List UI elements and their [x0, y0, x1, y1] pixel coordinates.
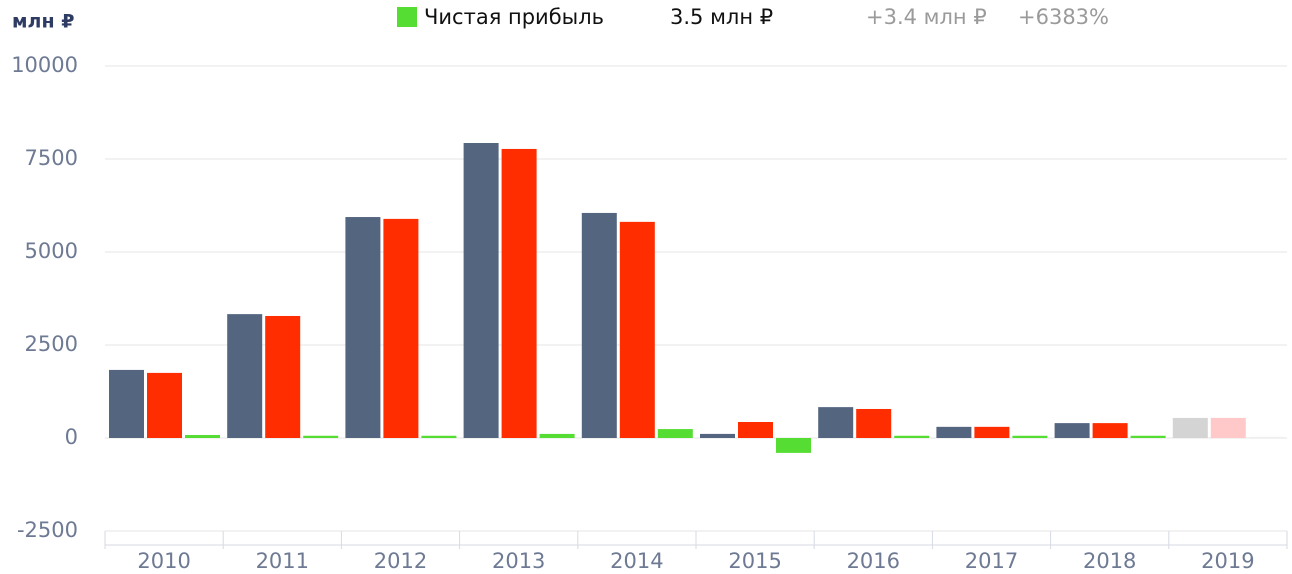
legend-label: Чистая прибыль [424, 5, 604, 29]
bar [539, 433, 575, 438]
bar [856, 408, 892, 438]
bar [421, 435, 457, 438]
bar [147, 372, 182, 438]
x-tick-label: 2015 [728, 549, 781, 573]
bar [738, 422, 773, 438]
x-tick-label: 2016 [847, 549, 900, 573]
bar [303, 435, 339, 438]
bar [345, 217, 381, 438]
bar [1130, 435, 1166, 438]
y-tick-label: 5000 [25, 239, 78, 263]
x-tick-label: 2019 [1201, 549, 1254, 573]
bar [185, 435, 220, 438]
x-tick-label: 2018 [1083, 549, 1136, 573]
bar [501, 148, 537, 438]
bar [936, 426, 972, 438]
bar [1210, 417, 1246, 438]
legend-value: 3.5 млн ₽ [670, 5, 773, 29]
bar [581, 212, 617, 438]
y-tick-label: 10000 [11, 53, 78, 77]
bar [1012, 435, 1048, 438]
bar [383, 218, 419, 438]
bar [974, 426, 1010, 438]
y-tick-label: -2500 [17, 518, 78, 542]
legend-swatch [397, 7, 417, 27]
x-tick-label: 2013 [492, 549, 545, 573]
bar [818, 407, 854, 438]
x-tick-label: 2011 [256, 549, 309, 573]
bar [1248, 436, 1284, 438]
x-tick-label: 2017 [965, 549, 1018, 573]
bar [619, 221, 655, 438]
legend-change-pct: +6383% [1018, 5, 1109, 29]
y-axis-label: млн ₽ [12, 11, 74, 33]
bar [776, 438, 811, 453]
y-tick-label: 0 [65, 425, 78, 449]
y-tick-label: 7500 [25, 146, 78, 170]
bar [1092, 423, 1128, 438]
x-tick-label: 2014 [610, 549, 663, 573]
bar [109, 369, 144, 438]
bar [894, 435, 930, 438]
bar [700, 433, 735, 438]
bar [227, 314, 263, 438]
bar [657, 429, 693, 438]
bar [1172, 417, 1208, 438]
bar [1054, 423, 1090, 438]
bar [463, 143, 499, 438]
legend-change: +3.4 млн ₽ [866, 5, 987, 29]
x-tick-label: 2012 [374, 549, 427, 573]
bar [265, 315, 301, 438]
y-tick-label: 2500 [25, 332, 78, 356]
x-tick-label: 2010 [137, 549, 190, 573]
